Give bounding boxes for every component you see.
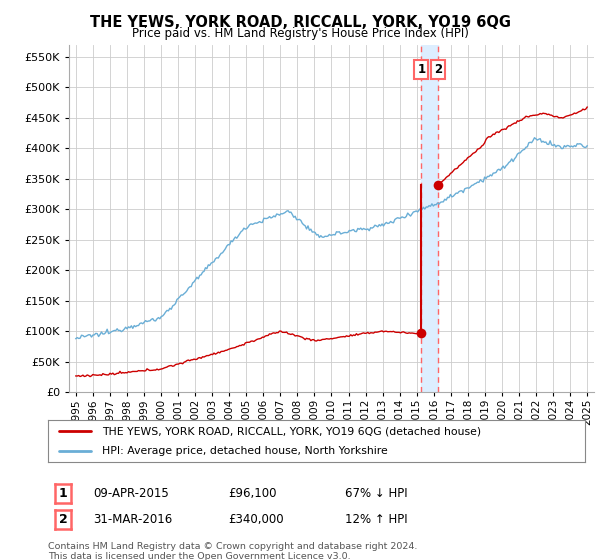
Text: 67% ↓ HPI: 67% ↓ HPI — [345, 487, 407, 501]
Text: THE YEWS, YORK ROAD, RICCALL, YORK, YO19 6QG (detached house): THE YEWS, YORK ROAD, RICCALL, YORK, YO19… — [102, 426, 481, 436]
Text: £340,000: £340,000 — [228, 513, 284, 526]
Text: 12% ↑ HPI: 12% ↑ HPI — [345, 513, 407, 526]
Text: 2: 2 — [434, 63, 442, 76]
Text: 2: 2 — [59, 513, 67, 526]
Text: Contains HM Land Registry data © Crown copyright and database right 2024.
This d: Contains HM Land Registry data © Crown c… — [48, 542, 418, 560]
Text: 09-APR-2015: 09-APR-2015 — [93, 487, 169, 501]
Text: £96,100: £96,100 — [228, 487, 277, 501]
Text: 31-MAR-2016: 31-MAR-2016 — [93, 513, 172, 526]
Text: THE YEWS, YORK ROAD, RICCALL, YORK, YO19 6QG: THE YEWS, YORK ROAD, RICCALL, YORK, YO19… — [89, 15, 511, 30]
Text: 1: 1 — [59, 487, 67, 501]
Text: Price paid vs. HM Land Registry's House Price Index (HPI): Price paid vs. HM Land Registry's House … — [131, 27, 469, 40]
Text: HPI: Average price, detached house, North Yorkshire: HPI: Average price, detached house, Nort… — [102, 446, 388, 456]
Text: 1: 1 — [417, 63, 425, 76]
Bar — [421, 45, 438, 392]
